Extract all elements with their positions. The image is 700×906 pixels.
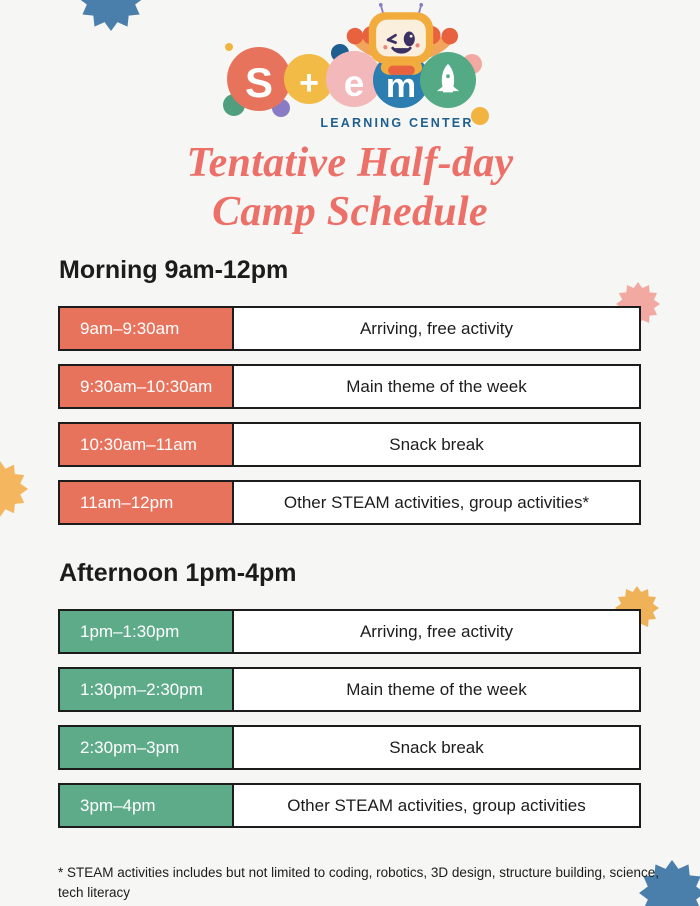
svg-text:S: S bbox=[245, 59, 273, 106]
svg-text:m: m bbox=[386, 67, 416, 105]
svg-text:e: e bbox=[344, 63, 365, 104]
svg-text:LEARNING CENTER: LEARNING CENTER bbox=[320, 116, 473, 130]
svg-text:+: + bbox=[299, 64, 319, 102]
